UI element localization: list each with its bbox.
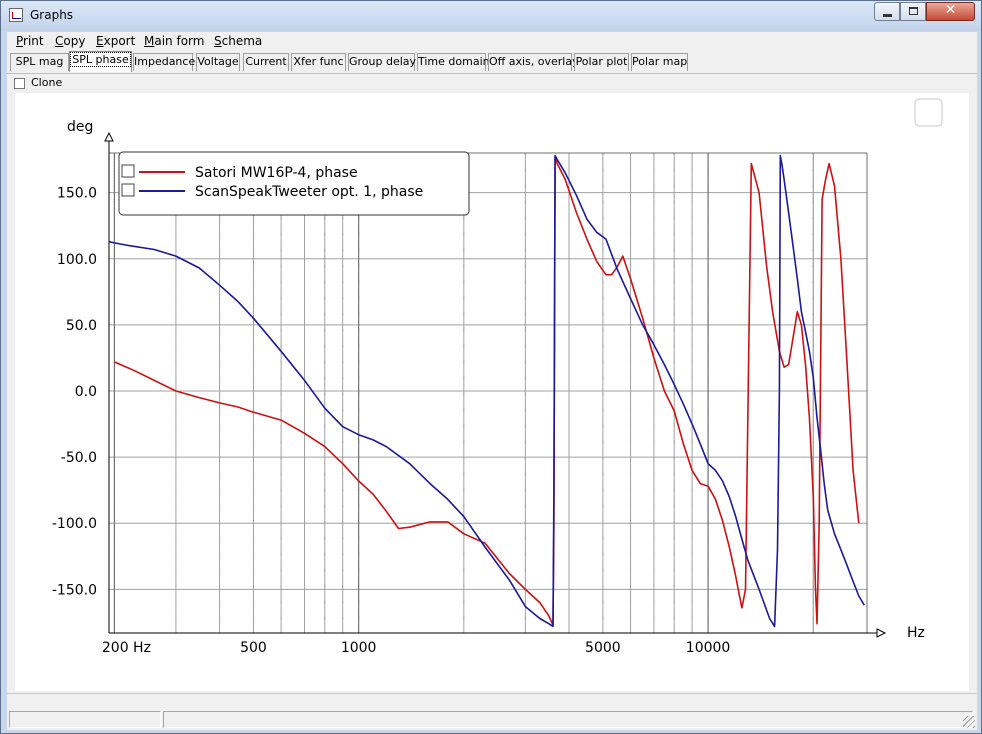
tab-label: Polar plot — [575, 55, 628, 68]
series-1 — [114, 156, 860, 626]
close-button[interactable]: ✕ — [926, 2, 975, 21]
tab-voltage[interactable]: Voltage — [196, 53, 240, 71]
x-tick-label: 500 — [240, 640, 267, 656]
x-tick-label: 10000 — [686, 640, 731, 656]
legend-label: Satori MW16P-4, phase — [195, 165, 358, 181]
x-tick-label: 1000 — [341, 640, 377, 656]
legend: Satori MW16P-4, phase ScanSpeakTweeter op… — [118, 151, 470, 216]
minimize-icon — [883, 14, 892, 17]
tab-label: Impedance — [134, 55, 196, 68]
menu-accelerator: P — [16, 34, 24, 48]
legend-checkbox — [121, 183, 135, 197]
window-title: Graphs — [30, 8, 74, 22]
menu-print[interactable]: Print — [16, 34, 44, 48]
legend-label: ScanSpeakTweeter opt. 1, phase — [195, 184, 423, 200]
y-axis-arrow — [104, 131, 114, 142]
plot-canvas: 150.0 100.0 50.0 0.0 -50.0 -100.0 -150.0 200 Hz… — [15, 93, 969, 691]
menu-copy[interactable]: Copy — [55, 34, 86, 48]
tab-bar: SPL mag SPL phase Impedance Voltage Current X… — [7, 51, 977, 73]
legend-entry: ScanSpeakTweeter opt. 1, phase — [121, 183, 423, 200]
x-axis-label: Hz — [907, 625, 925, 641]
y-tick-label: -150.0 — [52, 582, 97, 598]
series-line — [108, 154, 865, 628]
tab-current[interactable]: Current — [243, 53, 289, 71]
tab-off-axis-overlay[interactable]: Off axis, overlay — [488, 53, 579, 71]
status-panel-1 — [9, 711, 161, 728]
tab-label: Polar map — [632, 55, 688, 68]
close-icon: ✕ — [944, 2, 957, 18]
y-tick-label: 100.0 — [57, 252, 97, 268]
maximize-button[interactable] — [900, 2, 926, 21]
series-line — [114, 156, 860, 626]
tab-label: Current — [245, 55, 287, 68]
tab-group-delay[interactable]: Group delay — [348, 53, 417, 71]
clone-label: Clone — [31, 76, 63, 89]
tab-label: SPL mag — [15, 55, 64, 68]
x-tick-label: 5000 — [585, 640, 621, 656]
tab-label: Time domain — [418, 55, 490, 68]
tab-label: Voltage — [197, 55, 239, 68]
menu-schema[interactable]: Schema — [214, 34, 263, 48]
clone-toolbar: Clone — [7, 73, 977, 92]
series-2 — [108, 154, 865, 628]
tab-spl-phase[interactable]: SPL phase — [69, 51, 132, 72]
tab-label: Xfer func — [293, 55, 344, 68]
menu-export[interactable]: Export — [96, 34, 136, 48]
title-bar[interactable]: Graphs ✕ — [1, 1, 981, 31]
menu-accelerator: C — [55, 34, 64, 48]
minimize-button[interactable] — [874, 2, 900, 21]
y-tick-label: -100.0 — [52, 516, 97, 532]
tab-time-domain[interactable]: Time domain — [417, 53, 490, 71]
y-axis-label: deg — [67, 119, 93, 135]
tab-label: Group delay — [349, 55, 417, 68]
x-axis-arrow — [876, 628, 887, 638]
legend-checkbox — [121, 164, 135, 178]
y-tick-label: -50.0 — [61, 450, 97, 466]
menu-main-form[interactable]: Main form — [144, 34, 205, 48]
tab-spl-mag[interactable]: SPL mag — [10, 53, 69, 71]
tab-label: SPL phase — [70, 52, 131, 67]
graph-area: 150.0 100.0 50.0 0.0 -50.0 -100.0 -150.0 200 Hz… — [7, 91, 977, 693]
menu-accelerator: M — [144, 34, 155, 48]
legend-entry: Satori MW16P-4, phase — [121, 164, 358, 181]
x-tick-label: 200 Hz — [102, 640, 151, 656]
y-tick-label: 0.0 — [75, 384, 97, 400]
graph-app-icon[interactable] — [9, 8, 23, 22]
status-panel-2 — [163, 711, 973, 728]
resize-grip-icon[interactable] — [963, 716, 975, 728]
y-tick-label: 150.0 — [57, 186, 97, 202]
clone-checkbox[interactable] — [14, 78, 25, 89]
maximize-icon — [909, 7, 918, 15]
menu-accelerator: S — [214, 34, 222, 48]
chart-options-box — [914, 98, 943, 127]
menu-accelerator: E — [96, 34, 104, 48]
tab-polar-map[interactable]: Polar map — [631, 53, 688, 71]
tab-label: Off axis, overlay — [489, 55, 579, 68]
tab-xfer-func[interactable]: Xfer func — [291, 53, 346, 71]
tab-polar-plot[interactable]: Polar plot — [574, 53, 629, 71]
tab-impedance[interactable]: Impedance — [133, 53, 196, 71]
y-tick-label: 50.0 — [66, 318, 97, 334]
spl-phase-chart[interactable]: 150.0 100.0 50.0 0.0 -50.0 -100.0 -150.0 200 Hz… — [15, 93, 969, 691]
menu-bar: Print Copy Export Main form Schema — [7, 32, 977, 51]
status-bar — [7, 693, 977, 730]
